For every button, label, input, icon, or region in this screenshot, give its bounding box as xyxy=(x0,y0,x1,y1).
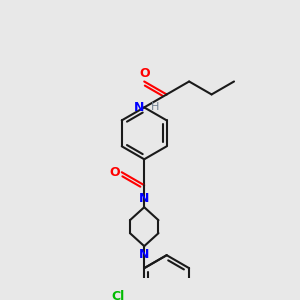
Text: N: N xyxy=(139,192,149,206)
Text: Cl: Cl xyxy=(111,290,124,300)
Text: N: N xyxy=(134,101,144,114)
Text: H: H xyxy=(151,102,159,112)
Text: O: O xyxy=(139,67,149,80)
Text: O: O xyxy=(109,166,120,179)
Text: N: N xyxy=(139,248,149,261)
